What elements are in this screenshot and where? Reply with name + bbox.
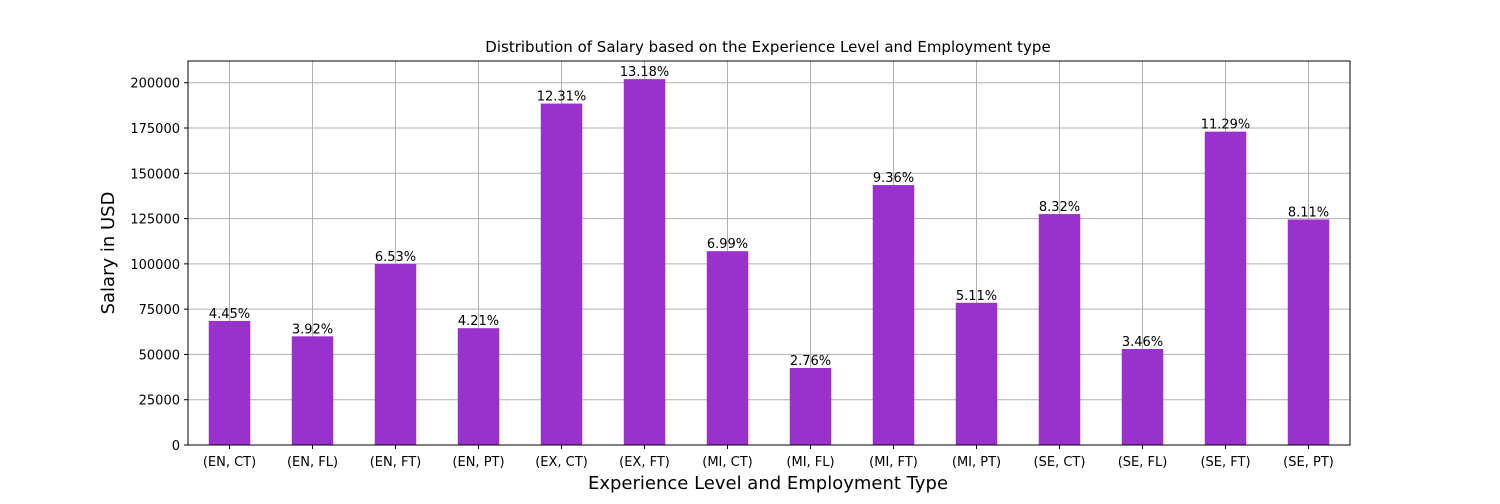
bar-data-label: 12.31% (537, 90, 587, 105)
bar (374, 263, 417, 445)
x-tick-label: (EX, CT) (535, 455, 588, 470)
y-tick-label: 200000 (130, 77, 180, 92)
bar-data-label: 8.11% (1288, 205, 1329, 220)
bar-data-label: 3.46% (1122, 335, 1163, 350)
x-tick-label: (EN, FT) (370, 455, 422, 470)
bar (1038, 214, 1081, 445)
y-tick-label: 50000 (139, 348, 180, 363)
y-tick-label: 75000 (139, 303, 180, 318)
y-tick-label: 150000 (130, 167, 180, 182)
bar (872, 185, 915, 445)
bar (457, 328, 500, 445)
y-tick-label: 100000 (130, 258, 180, 273)
y-tick-label: 0 (172, 439, 180, 454)
bar-data-label: 3.92% (292, 322, 333, 337)
bar (1204, 131, 1247, 445)
x-tick-label: (EN, PT) (452, 455, 504, 470)
bar-data-label: 8.32% (1039, 200, 1080, 215)
y-ticks: 0 25000 50000 75000 100000 125000 150000 175000… (130, 77, 188, 454)
y-tick-label: 175000 (130, 122, 180, 137)
bar-data-label: 6.53% (375, 250, 416, 265)
x-tick-label: (MI, CT) (702, 455, 752, 470)
bar-data-label: 11.29% (1201, 118, 1251, 133)
x-tick-label: (EN, CT) (203, 455, 256, 470)
x-tick-label: (MI, PT) (952, 455, 1001, 470)
bar (623, 79, 666, 445)
bar (208, 320, 251, 445)
bar-data-label: 9.36% (873, 171, 914, 186)
bar (706, 251, 749, 445)
grid (188, 61, 1350, 446)
x-tick-label: (SE, FT) (1200, 455, 1250, 470)
x-tick-label: (EN, FL) (287, 455, 338, 470)
bar (540, 103, 583, 445)
bar (955, 302, 998, 445)
bar-data-label: 4.21% (458, 314, 499, 329)
bar (291, 336, 334, 445)
bar-data-label: 4.45% (209, 307, 250, 322)
bar (1287, 219, 1330, 445)
plot-frame (187, 60, 1351, 446)
bar-data-label: 5.11% (956, 289, 997, 304)
bar-data-label: 6.99% (707, 237, 748, 252)
bar (789, 368, 832, 445)
chart-title: Distribution of Salary based on the Expe… (485, 38, 1050, 56)
bar-data-label: 2.76% (790, 354, 831, 369)
bar (1121, 349, 1164, 445)
bars (208, 79, 1330, 445)
x-tick-label: (SE, PT) (1283, 455, 1334, 470)
x-tick-label: (EX, FT) (619, 455, 670, 470)
data-labels: 4.45% 3.92% 6.53% 4.21% 12.31% 13.18% 6.99% 2.7… (209, 65, 1329, 369)
x-ticks: (EN, CT) (EN, FL) (EN, FT) (EN, PT) (EX, CT)… (203, 445, 1334, 470)
y-tick-label: 125000 (130, 213, 180, 228)
y-tick-label: 25000 (139, 394, 180, 409)
x-tick-label: (MI, FL) (786, 455, 834, 470)
y-axis-label: Salary in USD (98, 192, 119, 315)
x-tick-label: (MI, FT) (869, 455, 918, 470)
x-tick-label: (SE, CT) (1034, 455, 1086, 470)
x-axis-label: Experience Level and Employment Type (588, 473, 948, 494)
bar-data-label: 13.18% (620, 65, 670, 80)
x-tick-label: (SE, FL) (1118, 455, 1168, 470)
